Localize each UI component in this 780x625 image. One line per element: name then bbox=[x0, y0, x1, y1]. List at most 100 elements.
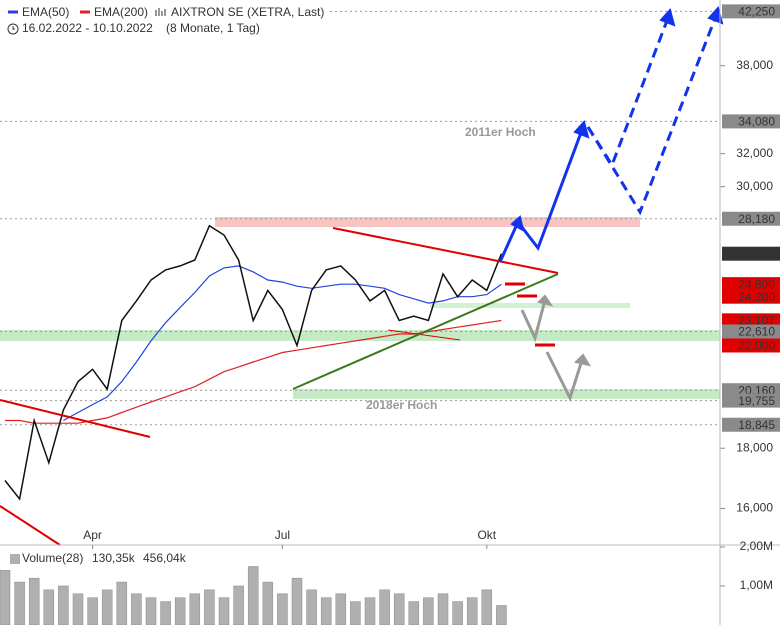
volume-bar bbox=[0, 570, 11, 625]
drawings bbox=[0, 5, 724, 546]
volume-bar bbox=[174, 597, 186, 625]
support-zone bbox=[0, 330, 720, 341]
annotation: 2011er Hoch bbox=[465, 125, 536, 139]
level-box bbox=[722, 324, 780, 339]
support-zone bbox=[293, 389, 720, 399]
clock-icon bbox=[12, 26, 15, 30]
trend-line bbox=[332, 227, 559, 274]
annotation: 2018er Hoch bbox=[366, 398, 437, 412]
chart-subtitle: 16.02.2022 - 10.10.2022 bbox=[22, 21, 153, 35]
level-box bbox=[722, 114, 780, 129]
price-line bbox=[63, 265, 502, 422]
arrowhead bbox=[573, 119, 590, 139]
arrowhead bbox=[574, 353, 592, 367]
level-label: 23,107 bbox=[738, 314, 775, 328]
chart-title: AIXTRON SE (XETRA, Last) bbox=[171, 5, 324, 19]
volume-bar bbox=[364, 597, 376, 625]
volume-bar bbox=[408, 601, 420, 625]
level-box bbox=[722, 313, 780, 328]
price-line bbox=[4, 224, 503, 501]
plot bbox=[4, 224, 503, 501]
volume-bar bbox=[291, 577, 303, 625]
volume-bar bbox=[87, 597, 98, 625]
level-box bbox=[722, 277, 780, 292]
volume-bar bbox=[393, 593, 405, 625]
y-tick-label: 32,000 bbox=[736, 146, 773, 160]
level-label: 24,800 bbox=[738, 277, 775, 291]
volume-bar bbox=[496, 605, 507, 625]
volume-panel: 2,00M 1,00M bbox=[0, 539, 773, 625]
trend-line bbox=[0, 399, 151, 438]
levels: 38,000 32,000 30,000 18,000 16,000 bbox=[0, 10, 773, 515]
volume-bar bbox=[233, 585, 244, 625]
level-label: 24,200 bbox=[738, 290, 775, 304]
volume-legend: 130,35k bbox=[92, 551, 136, 565]
instrument-icon bbox=[155, 8, 166, 16]
trend-line bbox=[0, 505, 61, 546]
level-box bbox=[722, 246, 780, 261]
scenario-arrow bbox=[545, 351, 584, 402]
level-box bbox=[722, 338, 780, 353]
arrowhead bbox=[659, 7, 676, 27]
volume-bar bbox=[262, 581, 274, 625]
volume-bar bbox=[277, 593, 288, 625]
legend-bg bbox=[0, 0, 330, 38]
y-tick-label: 18,000 bbox=[736, 440, 773, 454]
legend-label: EMA(200) bbox=[94, 5, 148, 19]
volume-bar bbox=[58, 585, 69, 625]
level-box bbox=[722, 289, 780, 304]
support-zone bbox=[430, 303, 630, 308]
trend-line bbox=[292, 273, 559, 390]
level-label: 22,000 bbox=[738, 339, 775, 353]
scenario-arrow bbox=[498, 129, 584, 263]
y-tick-label: 16,000 bbox=[736, 501, 773, 515]
arrowhead bbox=[510, 215, 525, 232]
volume-bar bbox=[306, 589, 317, 625]
level-box bbox=[722, 393, 780, 408]
level-box bbox=[722, 4, 780, 19]
volume-bar bbox=[335, 593, 347, 625]
volume-bar bbox=[116, 581, 128, 625]
level-label: 22,610 bbox=[738, 325, 775, 339]
level-box bbox=[722, 417, 780, 432]
volume-bar bbox=[131, 593, 142, 625]
volume-bar bbox=[452, 601, 463, 625]
x-tick-label: Okt bbox=[477, 528, 496, 542]
volume-bar bbox=[160, 601, 171, 625]
volume-bar bbox=[466, 597, 478, 625]
scenario-arrow bbox=[586, 17, 670, 169]
trend-line bbox=[387, 329, 461, 341]
volume-bar bbox=[218, 597, 230, 625]
volume-bar bbox=[204, 589, 215, 625]
level-label: 19,755 bbox=[738, 394, 775, 408]
volume-bar bbox=[423, 597, 434, 625]
x-tick-label: Jul bbox=[275, 528, 290, 542]
volume-bar bbox=[247, 566, 259, 625]
volume-bar bbox=[320, 597, 332, 625]
volume-title: Volume(28) bbox=[22, 551, 83, 565]
resistance-zone bbox=[215, 217, 640, 227]
level-label: 34,080 bbox=[738, 115, 775, 129]
x-tick-label: Apr bbox=[83, 528, 102, 542]
level-label: 42,250 bbox=[738, 5, 775, 19]
level-label: 28,180 bbox=[738, 212, 775, 226]
y-tick-label: 2,00M bbox=[740, 539, 773, 553]
y-tick-label: 38,000 bbox=[736, 58, 773, 72]
scenario-arrow bbox=[520, 299, 547, 343]
volume-bar bbox=[481, 589, 493, 625]
volume-bar bbox=[189, 593, 201, 625]
volume-bar bbox=[43, 589, 55, 625]
volume-bar bbox=[145, 597, 157, 625]
scenario-arrow bbox=[586, 15, 718, 216]
volume-bar bbox=[14, 581, 25, 625]
volume-bar bbox=[379, 589, 390, 625]
arrowhead bbox=[537, 294, 554, 307]
clock-icon bbox=[7, 23, 19, 35]
period: (8 Monate, 1 Tag) bbox=[166, 21, 260, 35]
legend-swatch bbox=[10, 554, 20, 564]
volume-bar bbox=[72, 593, 84, 625]
legend-label: EMA(50) bbox=[22, 5, 69, 19]
volume-bar bbox=[350, 601, 361, 625]
volume-bar bbox=[28, 577, 40, 625]
